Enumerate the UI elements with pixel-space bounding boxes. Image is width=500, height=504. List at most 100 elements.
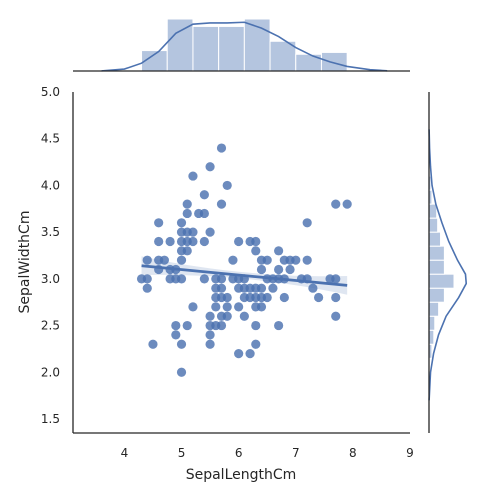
y-histogram-bar: [428, 203, 438, 219]
data-point: [176, 274, 187, 284]
data-point: [239, 311, 249, 321]
data-point: [205, 227, 215, 237]
y-tick-label: 5.0: [41, 85, 60, 99]
y-kde-curve: [428, 129, 468, 401]
data-point: [302, 218, 312, 228]
y-tick-label: 3.5: [41, 225, 60, 239]
data-point: [216, 143, 227, 153]
data-point: [199, 208, 209, 219]
data-point: [262, 255, 272, 265]
data-point: [256, 302, 267, 312]
data-point: [256, 283, 267, 293]
data-point: [176, 218, 187, 228]
x-kde-curve: [101, 21, 388, 72]
y-histogram-bar: [428, 231, 442, 247]
data-point: [199, 274, 209, 284]
y-tick-label: 3.0: [41, 272, 60, 286]
data-point: [154, 236, 164, 247]
data-point: [176, 255, 187, 265]
data-point: [302, 255, 312, 265]
data-point: [199, 190, 209, 200]
x-tick-label: 5: [178, 446, 186, 460]
data-point: [188, 236, 198, 247]
data-point: [216, 199, 227, 209]
data-point: [279, 292, 289, 303]
data-point: [245, 348, 255, 359]
data-point: [205, 339, 215, 349]
data-point: [142, 274, 152, 284]
data-point: [314, 292, 324, 303]
y-histogram-bar: [428, 259, 445, 275]
data-point: [308, 283, 318, 293]
data-point: [211, 302, 221, 312]
data-point: [216, 274, 227, 284]
data-point: [331, 292, 341, 303]
data-point: [159, 255, 169, 265]
regression-line: [141, 264, 348, 287]
data-point: [176, 339, 187, 349]
data-point: [205, 311, 215, 321]
y-marginal-distribution: [428, 92, 468, 433]
data-point: [188, 171, 198, 181]
data-point: [222, 180, 232, 191]
data-point: [331, 311, 341, 321]
data-point: [291, 255, 301, 265]
y-histogram-bar: [428, 315, 436, 331]
data-point: [188, 227, 198, 237]
data-point: [182, 246, 192, 256]
x-histogram-bar: [218, 25, 245, 72]
y-axis-ticks: 1.5 2.0 2.5 3.0 3.5 4.0 4.5 5.0: [41, 85, 60, 426]
x-histogram-bar: [166, 18, 194, 72]
x-histogram-bar: [243, 18, 271, 72]
x-histogram-bar: [320, 51, 348, 72]
x-histogram-bar: [269, 40, 297, 72]
axes: [72, 92, 410, 434]
x-axis-label: SepalLengthCm: [186, 467, 297, 483]
x-tick-label: 4: [121, 446, 129, 460]
data-point: [222, 292, 232, 303]
data-point: [331, 199, 341, 209]
x-tick-label: 9: [406, 446, 414, 460]
y-histogram-bar: [428, 217, 439, 233]
scatter-points: [136, 143, 352, 377]
regression-line-path: [141, 264, 348, 287]
y-tick-label: 4.0: [41, 178, 60, 192]
data-point: [251, 320, 261, 331]
y-tick-label: 1.5: [41, 412, 60, 426]
data-point: [171, 320, 181, 331]
data-point: [285, 264, 295, 275]
data-point: [234, 348, 244, 359]
data-point: [228, 255, 238, 265]
x-marginal-distribution: [73, 18, 410, 72]
scatter-plot-area: 4 5 6 7 8 9 1.5 2.0 2.5 3.0 3.5 4.0 4.5 5.0: [41, 85, 414, 460]
data-point: [142, 255, 152, 265]
data-point: [182, 320, 192, 331]
x-tick-label: 6: [235, 446, 243, 460]
data-point: [188, 302, 198, 312]
data-point: [268, 283, 278, 293]
x-histogram-bar: [192, 25, 220, 72]
data-point: [274, 320, 284, 331]
data-point: [176, 367, 187, 377]
data-point: [251, 236, 261, 247]
data-point: [205, 330, 215, 340]
data-point: [165, 236, 175, 247]
data-point: [234, 236, 244, 247]
data-point: [234, 302, 244, 312]
data-point: [199, 236, 209, 247]
data-point: [274, 246, 284, 256]
x-axis-ticks: 4 5 6 7 8 9: [121, 446, 414, 460]
data-point: [222, 311, 232, 321]
data-point: [216, 283, 227, 293]
data-point: [331, 274, 341, 284]
data-point: [274, 264, 284, 275]
y-histogram-bar: [428, 245, 445, 261]
data-point: [262, 292, 272, 303]
x-tick-label: 7: [292, 446, 300, 460]
x-tick-label: 8: [349, 446, 357, 460]
y-axis-label: SepalWidthCm: [17, 211, 33, 314]
y-tick-label: 4.5: [41, 132, 60, 146]
y-tick-label: 2.5: [41, 319, 60, 333]
